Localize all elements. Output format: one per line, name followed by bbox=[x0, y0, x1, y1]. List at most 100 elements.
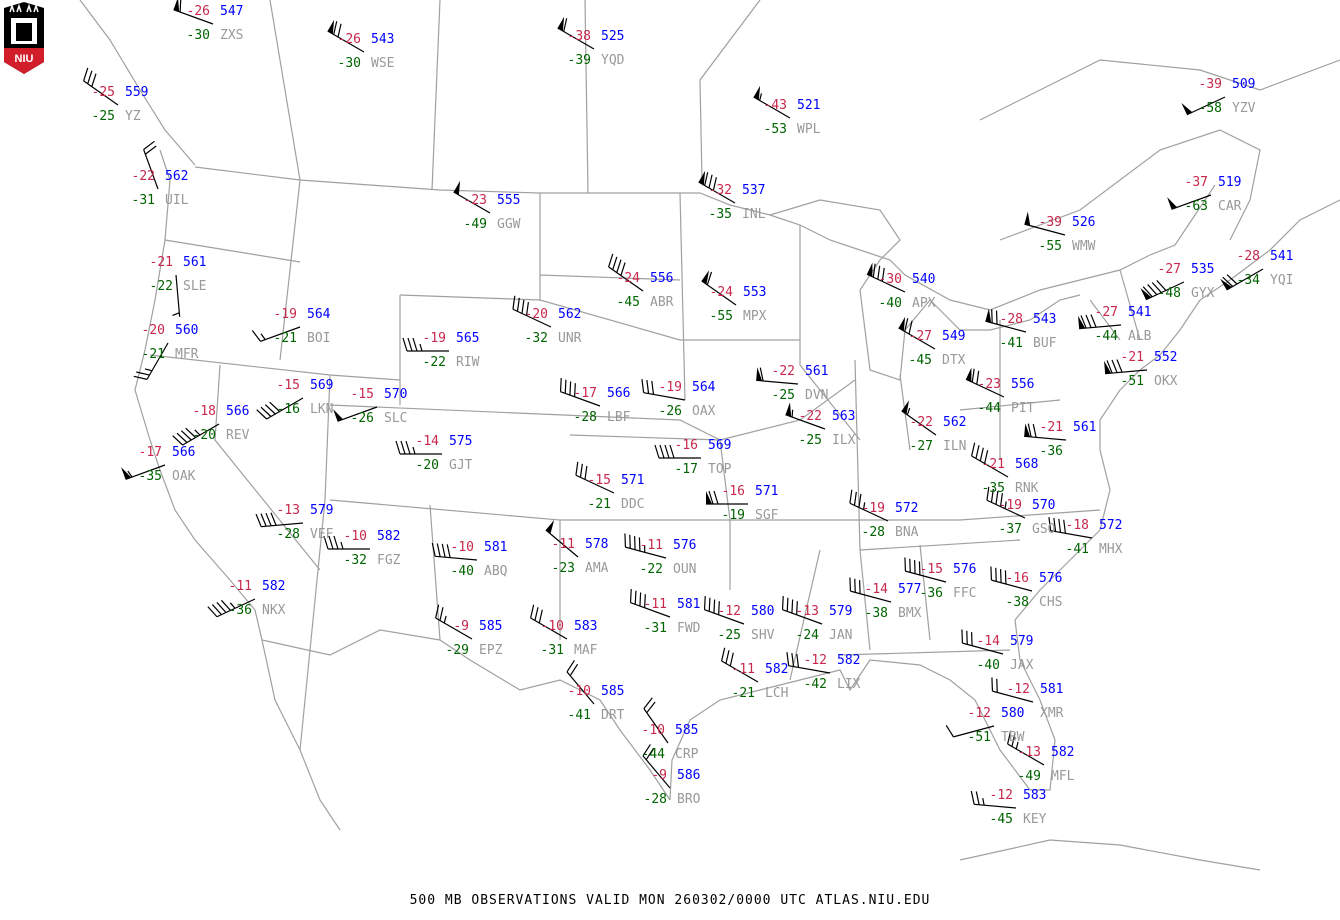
height-value: 556 bbox=[650, 271, 674, 286]
barb-line bbox=[953, 725, 995, 738]
gulf-coast bbox=[669, 199, 1340, 801]
barb-line bbox=[175, 274, 181, 317]
dewpoint-depression-value: -25 bbox=[771, 388, 795, 403]
great-lakes bbox=[769, 199, 1081, 381]
temperature-value: -21 bbox=[149, 255, 173, 270]
barb-flag bbox=[901, 400, 910, 415]
station-id: RNK bbox=[1015, 481, 1039, 496]
wind-barb bbox=[172, 423, 220, 446]
height-value: 582 bbox=[765, 662, 789, 677]
height-value: 561 bbox=[805, 364, 829, 379]
height-value: 549 bbox=[942, 329, 966, 344]
dewpoint-depression-value: -45 bbox=[616, 295, 640, 310]
barb-line bbox=[1004, 501, 1007, 509]
dewpoint-depression-value: -23 bbox=[551, 561, 575, 576]
barb-line bbox=[560, 391, 601, 407]
temperature-value: -19 bbox=[998, 498, 1022, 513]
dewpoint-depression-value: -49 bbox=[463, 217, 487, 232]
height-value: 509 bbox=[1232, 77, 1256, 92]
wind-barb bbox=[866, 262, 906, 293]
temperature-value: -10 bbox=[567, 684, 591, 699]
dewpoint-depression-value: -16 bbox=[276, 402, 300, 417]
height-value: 555 bbox=[497, 193, 521, 208]
wind-barb bbox=[986, 486, 1026, 519]
barb-line bbox=[261, 522, 304, 528]
dewpoint-depression-value: -28 bbox=[573, 410, 597, 425]
height-value: 581 bbox=[1040, 682, 1064, 697]
barb-line bbox=[412, 446, 416, 455]
wind-barb bbox=[512, 295, 552, 328]
dewpoint-depression-value: -63 bbox=[1184, 199, 1208, 214]
wind-barb bbox=[624, 533, 667, 559]
barb-line bbox=[858, 493, 862, 508]
dewpoint-depression-value: -44 bbox=[1094, 329, 1118, 344]
barb-line bbox=[975, 445, 980, 459]
height-value: 553 bbox=[743, 285, 767, 300]
dewpoint-depression-value: -17 bbox=[674, 462, 698, 477]
dewpoint-depression-value: -20 bbox=[192, 428, 216, 443]
barb-line bbox=[713, 599, 716, 614]
temperature-value: -12 bbox=[803, 653, 827, 668]
station-id: DTX bbox=[942, 353, 966, 368]
barb-line bbox=[756, 379, 799, 385]
temperature-value: -32 bbox=[708, 183, 732, 198]
barb-line bbox=[446, 544, 451, 558]
barb-line bbox=[999, 493, 1003, 507]
wind-barb bbox=[901, 400, 937, 436]
temperature-value: -13 bbox=[276, 503, 300, 518]
height-value: 575 bbox=[449, 434, 473, 449]
wind-barb bbox=[985, 308, 1027, 333]
barb-line bbox=[721, 660, 759, 683]
barb-line bbox=[584, 465, 588, 480]
temperature-value: -19 bbox=[273, 307, 297, 322]
barb-flag bbox=[1078, 315, 1086, 329]
wind-barb bbox=[559, 378, 601, 407]
barb-line bbox=[791, 599, 794, 614]
height-value: 569 bbox=[708, 438, 732, 453]
station-id: FGZ bbox=[377, 553, 401, 568]
height-value: 585 bbox=[675, 723, 699, 738]
height-value: 521 bbox=[797, 98, 821, 113]
barb-line bbox=[340, 541, 344, 550]
barb-line bbox=[971, 368, 975, 383]
barb-line bbox=[625, 546, 667, 559]
wind-barb bbox=[904, 557, 947, 583]
barb-line bbox=[1222, 276, 1234, 287]
station-id: LCH bbox=[765, 686, 789, 701]
station-id: YQD bbox=[601, 53, 625, 68]
barb-line bbox=[664, 444, 670, 459]
barb-line bbox=[904, 318, 909, 332]
station-id: CHS bbox=[1039, 595, 1063, 610]
barb-flag bbox=[1220, 278, 1232, 290]
dewpoint-depression-value: -40 bbox=[878, 296, 902, 311]
barb-line bbox=[729, 652, 734, 667]
wind-barb bbox=[990, 566, 1033, 592]
barb-line bbox=[83, 80, 119, 106]
wind-barb bbox=[453, 180, 491, 214]
barb-line bbox=[337, 406, 378, 422]
wind-barb bbox=[608, 253, 644, 292]
temperature-value: -22 bbox=[771, 364, 795, 379]
barb-line bbox=[176, 432, 188, 443]
barb-line bbox=[1024, 223, 1066, 236]
barb-line bbox=[260, 406, 272, 417]
barb-line bbox=[194, 429, 201, 436]
barb-line bbox=[1171, 194, 1212, 210]
barb-line bbox=[971, 455, 1009, 478]
barb-line bbox=[144, 145, 157, 155]
barb-flag bbox=[1181, 102, 1193, 115]
temperature-value: -12 bbox=[989, 788, 1013, 803]
barb-line bbox=[229, 602, 236, 609]
dewpoint-depression-value: -49 bbox=[1017, 769, 1041, 784]
barb-line bbox=[659, 444, 665, 459]
dewpoint-depression-value: -25 bbox=[798, 433, 822, 448]
barb-line bbox=[992, 690, 1034, 703]
barb-line bbox=[641, 379, 645, 393]
height-value: 582 bbox=[837, 653, 861, 668]
barb-line bbox=[521, 299, 525, 314]
height-value: 571 bbox=[621, 473, 645, 488]
height-value: 561 bbox=[183, 255, 207, 270]
height-value: 576 bbox=[673, 538, 697, 553]
temperature-value: -17 bbox=[138, 445, 162, 460]
